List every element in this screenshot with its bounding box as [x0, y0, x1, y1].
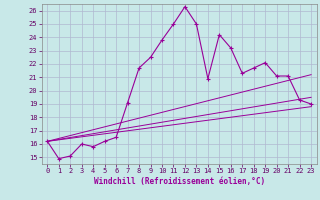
- X-axis label: Windchill (Refroidissement éolien,°C): Windchill (Refroidissement éolien,°C): [94, 177, 265, 186]
